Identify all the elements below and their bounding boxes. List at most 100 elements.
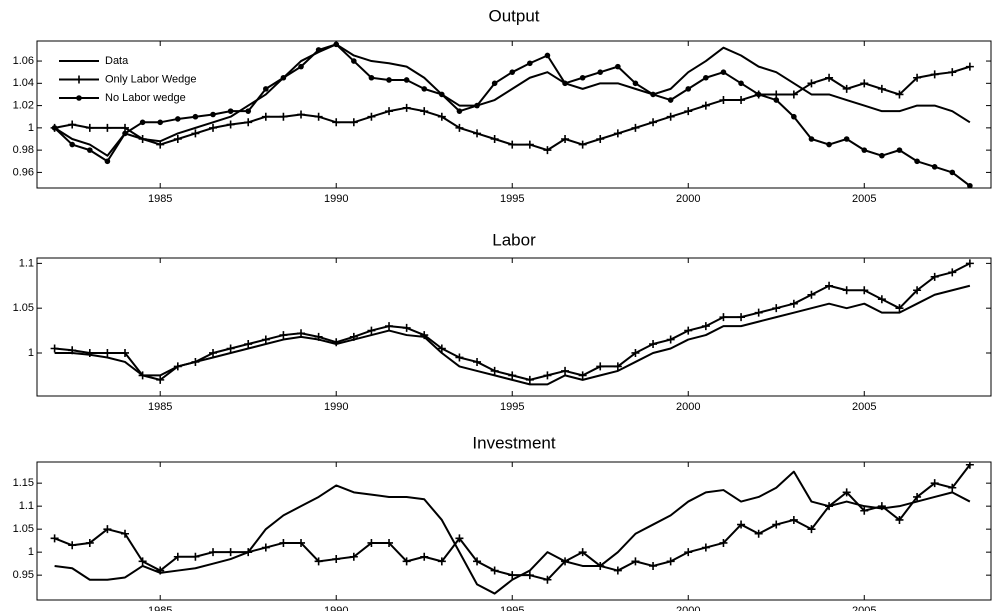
series-line bbox=[54, 464, 971, 581]
marker-plus bbox=[754, 529, 763, 538]
marker-plus bbox=[473, 557, 482, 566]
marker-plus bbox=[807, 525, 816, 534]
marker-plus bbox=[842, 286, 851, 295]
y-tick-label: 1.04 bbox=[13, 77, 34, 89]
marker-plus bbox=[437, 344, 446, 353]
x-tick-label: 1990 bbox=[324, 193, 348, 205]
marker-plus bbox=[103, 123, 112, 132]
marker-plus bbox=[367, 112, 376, 121]
marker-circle bbox=[351, 58, 357, 64]
marker-plus bbox=[508, 140, 517, 149]
marker-plus bbox=[860, 286, 869, 295]
marker-circle bbox=[597, 69, 604, 75]
x-tick-label: 1995 bbox=[500, 605, 524, 611]
marker-plus bbox=[244, 340, 253, 349]
legend-label: Data bbox=[105, 55, 129, 67]
marker-plus bbox=[508, 571, 517, 580]
marker-plus bbox=[156, 375, 165, 384]
marker-plus bbox=[561, 366, 570, 375]
x-tick-label: 1985 bbox=[148, 401, 172, 413]
marker-plus bbox=[279, 331, 288, 340]
plot-area bbox=[50, 462, 974, 595]
y-tick-label: 1 bbox=[28, 347, 34, 359]
marker-circle bbox=[527, 60, 533, 67]
marker-plus bbox=[596, 135, 605, 143]
marker-plus bbox=[913, 286, 922, 295]
marker-plus bbox=[297, 329, 306, 338]
marker-plus bbox=[261, 543, 270, 552]
marker-plus bbox=[490, 366, 499, 375]
y-tick-label: 1.15 bbox=[13, 477, 34, 489]
marker-plus bbox=[138, 557, 147, 566]
marker-plus bbox=[895, 90, 904, 99]
series-line bbox=[53, 43, 971, 187]
marker-plus bbox=[719, 538, 728, 547]
marker-plus bbox=[965, 259, 974, 268]
marker-circle bbox=[544, 52, 551, 59]
marker-plus bbox=[772, 520, 781, 529]
marker-circle bbox=[298, 63, 304, 70]
marker-plus bbox=[772, 304, 781, 313]
marker-plus bbox=[701, 543, 710, 552]
marker-plus bbox=[103, 348, 112, 357]
marker-plus bbox=[613, 129, 622, 138]
marker-plus bbox=[402, 323, 411, 332]
marker-circle bbox=[826, 141, 832, 148]
marker-plus bbox=[297, 538, 306, 547]
marker-circle bbox=[456, 108, 463, 114]
marker-plus bbox=[649, 340, 658, 349]
marker-plus bbox=[209, 348, 218, 357]
x-tick-label: 1990 bbox=[324, 605, 348, 611]
marker-plus bbox=[895, 304, 904, 313]
marker-plus bbox=[631, 557, 640, 566]
x-tick-label: 2000 bbox=[676, 193, 700, 205]
chart-title: Output bbox=[488, 6, 539, 25]
marker-plus bbox=[138, 135, 147, 143]
marker-circle bbox=[879, 152, 885, 159]
marker-plus bbox=[226, 344, 235, 353]
marker-plus bbox=[297, 110, 306, 119]
marker-plus bbox=[807, 290, 816, 299]
marker-circle bbox=[439, 91, 445, 98]
marker-plus bbox=[103, 525, 112, 534]
series-line bbox=[54, 284, 971, 386]
marker-plus bbox=[860, 506, 869, 515]
marker-plus bbox=[121, 529, 130, 538]
marker-circle bbox=[967, 182, 973, 188]
plot-area bbox=[50, 41, 974, 188]
marker-plus bbox=[437, 112, 446, 121]
marker-plus bbox=[578, 140, 587, 149]
marker-plus bbox=[578, 371, 587, 380]
marker-plus bbox=[332, 555, 341, 564]
series-line bbox=[54, 470, 971, 595]
y-tick-label: 0.95 bbox=[13, 569, 34, 581]
marker-plus bbox=[842, 84, 851, 93]
marker-circle bbox=[104, 158, 111, 165]
marker-plus bbox=[596, 561, 605, 570]
marker-circle bbox=[703, 74, 709, 81]
marker-circle bbox=[386, 77, 392, 83]
marker-circle bbox=[333, 41, 340, 48]
marker-plus bbox=[789, 515, 798, 524]
marker-plus bbox=[367, 326, 376, 335]
marker-circle bbox=[192, 113, 199, 120]
marker-circle bbox=[949, 169, 956, 176]
marker-plus bbox=[121, 348, 130, 357]
marker-plus bbox=[156, 140, 165, 149]
x-tick-label: 2005 bbox=[852, 193, 876, 205]
marker-plus bbox=[613, 566, 622, 575]
marker-plus bbox=[349, 332, 358, 341]
marker-plus bbox=[860, 79, 869, 88]
marker-plus bbox=[719, 313, 728, 322]
marker-plus bbox=[965, 62, 974, 71]
marker-circle bbox=[509, 69, 516, 75]
x-tick-label: 2005 bbox=[852, 401, 876, 413]
marker-plus bbox=[649, 118, 658, 127]
marker-plus bbox=[913, 492, 922, 501]
marker-plus bbox=[173, 135, 182, 143]
marker-plus bbox=[578, 548, 587, 557]
plot-frame bbox=[36, 40, 992, 189]
marker-circle bbox=[491, 80, 498, 87]
marker-circle bbox=[579, 74, 586, 81]
